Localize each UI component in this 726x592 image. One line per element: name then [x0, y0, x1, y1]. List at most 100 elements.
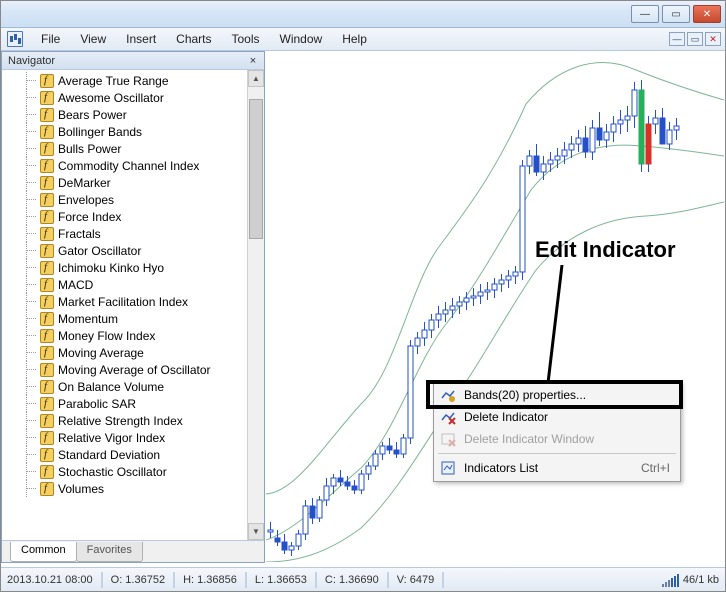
status-open: O: 1.36752	[111, 574, 165, 586]
tree-item-label: Volumes	[58, 482, 104, 496]
navigator-tree[interactable]: Average True Range Awesome Oscillator Bear…	[2, 70, 247, 540]
tree-item-label: Bears Power	[58, 108, 127, 122]
ctx-delete-window-label: Delete Indicator Window	[464, 432, 670, 446]
window-maximize-button[interactable]: ▭	[662, 5, 690, 23]
menu-insert[interactable]: Insert	[116, 29, 166, 49]
indicator-script-icon	[40, 312, 54, 326]
window-minimize-button[interactable]: —	[631, 5, 659, 23]
tree-item[interactable]: Relative Vigor Index	[2, 429, 247, 446]
navigator-panel: Navigator × Average True Range Awesome Os…	[1, 51, 265, 563]
tree-item-label: Envelopes	[58, 193, 114, 207]
tree-item-label: Ichimoku Kinko Hyo	[58, 261, 164, 275]
menu-tools[interactable]: Tools	[222, 29, 270, 49]
tree-item[interactable]: Ichimoku Kinko Hyo	[2, 259, 247, 276]
scrollbar-thumb[interactable]	[249, 99, 263, 239]
tree-item[interactable]: Awesome Oscillator	[2, 89, 247, 106]
tree-item-label: Relative Vigor Index	[58, 431, 165, 445]
tree-item[interactable]: Moving Average	[2, 344, 247, 361]
tab-common[interactable]: Common	[10, 542, 77, 562]
tab-favorites[interactable]: Favorites	[76, 542, 143, 562]
candlestick-chart	[266, 52, 724, 562]
tree-item[interactable]: Bulls Power	[2, 140, 247, 157]
menu-window[interactable]: Window	[270, 29, 333, 49]
context-menu: Bands(20) properties... Delete Indicator…	[433, 381, 681, 482]
tree-item[interactable]: DeMarker	[2, 174, 247, 191]
tree-item[interactable]: Momentum	[2, 310, 247, 327]
indicator-script-icon	[40, 108, 54, 122]
status-close: C: 1.36690	[325, 574, 379, 586]
ctx-delete-indicator[interactable]: Delete Indicator	[436, 406, 678, 428]
indicator-script-icon	[40, 142, 54, 156]
tree-item[interactable]: Stochastic Oscillator	[2, 463, 247, 480]
tree-item[interactable]: Moving Average of Oscillator	[2, 361, 247, 378]
navigator-title-label: Navigator	[8, 55, 55, 67]
tree-item[interactable]: Gator Oscillator	[2, 242, 247, 259]
tree-item[interactable]: Commodity Channel Index	[2, 157, 247, 174]
tree-item[interactable]: Market Facilitation Index	[2, 293, 247, 310]
ctx-properties[interactable]: Bands(20) properties...	[436, 384, 678, 406]
indicator-script-icon	[40, 482, 54, 496]
window-titlebar: — ▭ ✕	[1, 1, 725, 28]
indicator-script-icon	[40, 227, 54, 241]
connection-bars-icon	[662, 573, 679, 587]
indicator-script-icon	[40, 125, 54, 139]
indicator-script-icon	[40, 91, 54, 105]
chart-area[interactable]	[266, 52, 724, 562]
indicator-script-icon	[40, 414, 54, 428]
tree-item[interactable]: Fractals	[2, 225, 247, 242]
indicator-script-icon	[40, 193, 54, 207]
window-close-button[interactable]: ✕	[693, 5, 721, 23]
tree-item[interactable]: Average True Range	[2, 72, 247, 89]
indicator-gear-icon	[440, 387, 456, 403]
tree-item-label: Relative Strength Index	[58, 414, 183, 428]
ctx-indicators-list[interactable]: Indicators List Ctrl+I	[436, 457, 678, 479]
indicator-delete-icon	[440, 409, 456, 425]
scrollbar-track[interactable]	[248, 87, 264, 523]
statusbar: 2013.10.21 08:00 O: 1.36752 H: 1.36856 L…	[1, 567, 725, 591]
tree-item[interactable]: Force Index	[2, 208, 247, 225]
indicator-script-icon	[40, 261, 54, 275]
indicators-list-icon	[440, 460, 456, 476]
status-high: H: 1.36856	[183, 574, 237, 586]
tree-item[interactable]: On Balance Volume	[2, 378, 247, 395]
indicator-script-icon	[40, 210, 54, 224]
tree-item[interactable]: Envelopes	[2, 191, 247, 208]
indicator-script-icon	[40, 465, 54, 479]
scrollbar-down-button[interactable]: ▼	[248, 523, 264, 540]
tree-item-label: Average True Range	[58, 74, 169, 88]
tree-item[interactable]: Relative Strength Index	[2, 412, 247, 429]
tree-item-label: On Balance Volume	[58, 380, 164, 394]
ctx-indicators-list-label: Indicators List	[464, 461, 641, 475]
ctx-delete-indicator-label: Delete Indicator	[464, 410, 670, 424]
mdi-close-button[interactable]: ✕	[705, 32, 721, 46]
status-low: L: 1.36653	[255, 574, 307, 586]
navigator-close-button[interactable]: ×	[246, 55, 260, 67]
menubar: File View Insert Charts Tools Window Hel…	[1, 28, 725, 51]
indicator-script-icon	[40, 380, 54, 394]
mdi-restore-button[interactable]: ▭	[687, 32, 703, 46]
menu-view[interactable]: View	[70, 29, 116, 49]
tree-item[interactable]: Bollinger Bands	[2, 123, 247, 140]
menu-help[interactable]: Help	[332, 29, 377, 49]
tree-item[interactable]: Money Flow Index	[2, 327, 247, 344]
mdi-minimize-button[interactable]: —	[669, 32, 685, 46]
tree-item-label: Fractals	[58, 227, 101, 241]
tree-item[interactable]: Bears Power	[2, 106, 247, 123]
tree-item-label: Stochastic Oscillator	[58, 465, 167, 479]
navigator-scrollbar[interactable]: ▲ ▼	[247, 70, 264, 540]
tree-item-label: Awesome Oscillator	[58, 91, 164, 105]
indicator-script-icon	[40, 244, 54, 258]
tree-item-label: Commodity Channel Index	[58, 159, 199, 173]
indicator-script-icon	[40, 431, 54, 445]
tree-item[interactable]: Standard Deviation	[2, 446, 247, 463]
indicator-script-icon	[40, 295, 54, 309]
indicator-script-icon	[40, 74, 54, 88]
scrollbar-up-button[interactable]: ▲	[248, 70, 264, 87]
tree-item[interactable]: MACD	[2, 276, 247, 293]
tree-item-label: Market Facilitation Index	[58, 295, 188, 309]
tree-item[interactable]: Volumes	[2, 480, 247, 497]
menu-charts[interactable]: Charts	[166, 29, 221, 49]
menu-file[interactable]: File	[31, 29, 70, 49]
mdi-controls: — ▭ ✕	[669, 32, 725, 46]
tree-item[interactable]: Parabolic SAR	[2, 395, 247, 412]
